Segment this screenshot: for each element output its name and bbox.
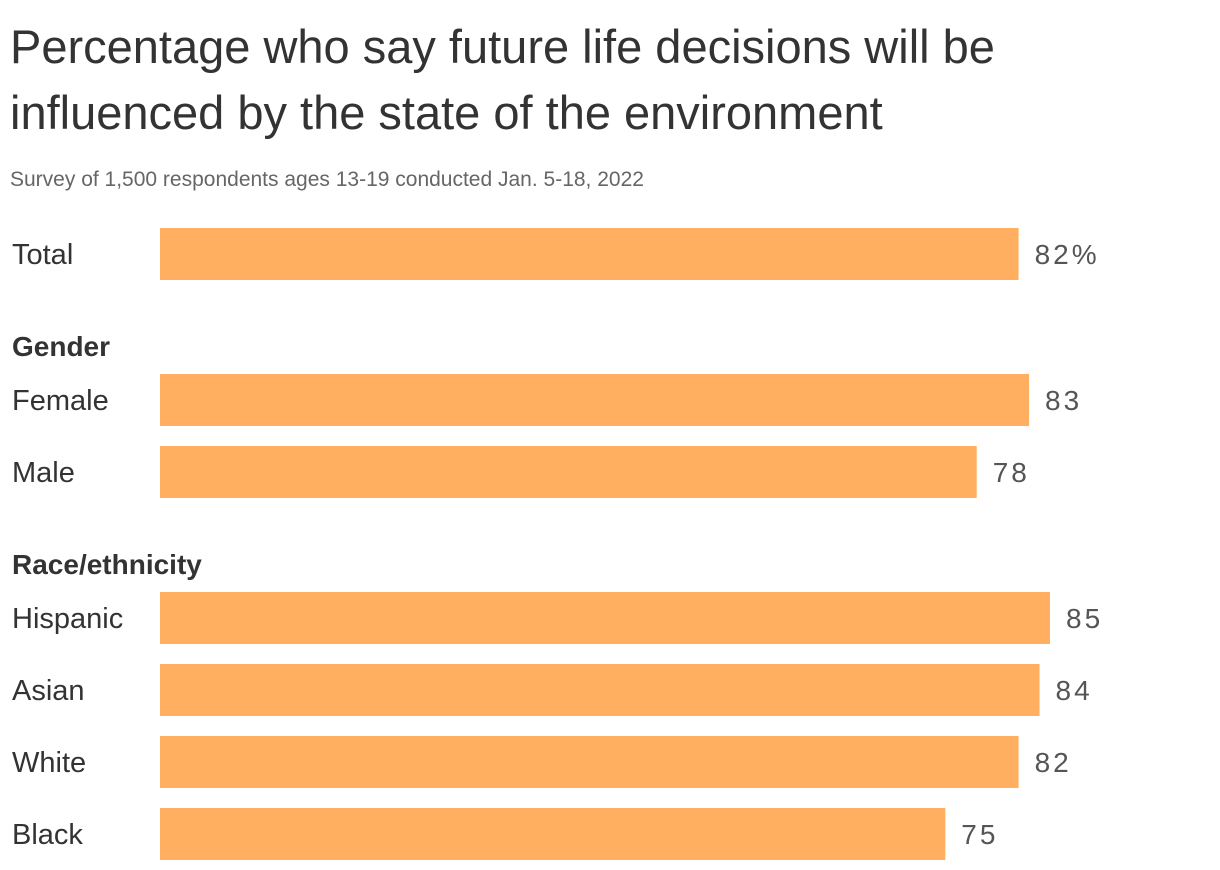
bar-black	[160, 808, 946, 860]
bar-female	[160, 374, 1030, 426]
group-label-gender: Gender	[12, 331, 110, 362]
category-label-asian: Asian	[12, 675, 85, 707]
category-label-white: White	[12, 747, 86, 779]
category-label-female: Female	[12, 385, 109, 417]
bar-asian	[160, 664, 1040, 716]
value-label-total: 82%	[1035, 239, 1100, 270]
bar-male	[160, 446, 977, 498]
category-label-total: Total	[12, 239, 73, 271]
value-label-asian: 84	[1056, 675, 1093, 706]
category-label-male: Male	[12, 457, 75, 489]
chart-title: Percentage who say future life decisions…	[10, 20, 995, 139]
value-label-black: 75	[961, 819, 998, 850]
bar-total	[160, 228, 1019, 280]
value-label-white: 82	[1035, 747, 1072, 778]
category-label-black: Black	[12, 819, 83, 851]
bar-hispanic	[160, 592, 1050, 644]
value-label-hispanic: 85	[1066, 603, 1103, 634]
group-label-race-ethnicity: Race/ethnicity	[12, 549, 202, 580]
value-label-female: 83	[1045, 385, 1082, 416]
value-label-male: 78	[993, 457, 1030, 488]
chart-subtitle: Survey of 1,500 respondents ages 13-19 c…	[10, 168, 644, 191]
category-label-hispanic: Hispanic	[12, 603, 123, 635]
bar-white	[160, 736, 1019, 788]
